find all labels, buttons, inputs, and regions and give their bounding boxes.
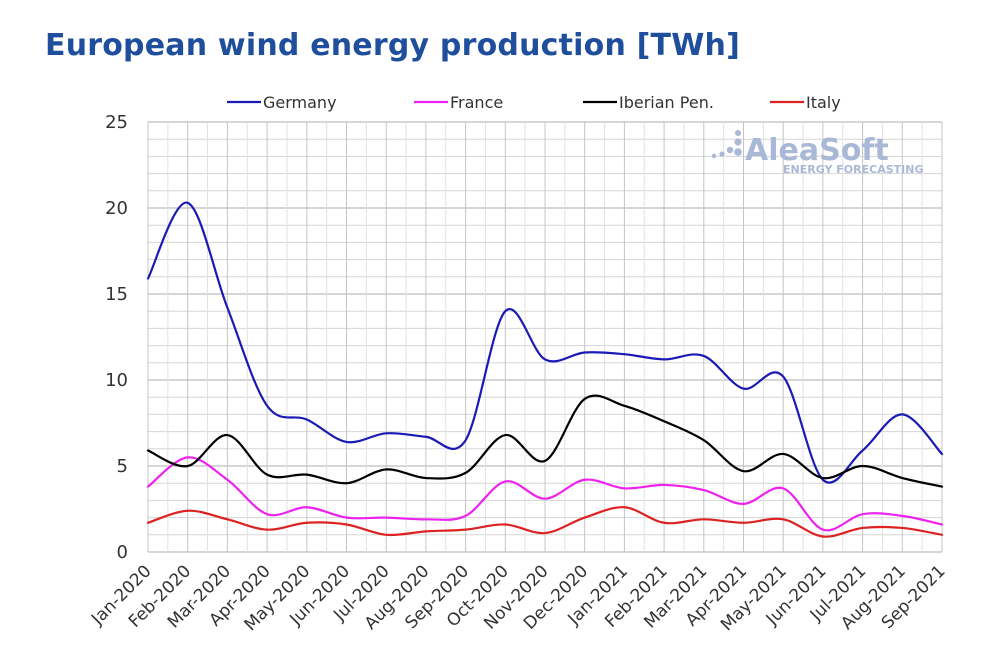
legend-label-iberian-pen: Iberian Pen. [619, 93, 714, 112]
y-tick-label: 20 [105, 198, 128, 219]
legend-label-italy: Italy [806, 93, 841, 112]
series-line-germany [146, 201, 944, 484]
y-tick-label: 5 [117, 456, 128, 477]
y-tick-label: 15 [105, 284, 128, 305]
watermark-brand: AleaSoft [745, 133, 889, 168]
watermark-tagline: ENERGY FORECASTING [783, 163, 923, 176]
series-line-iberian-pen [146, 394, 944, 488]
aleasoft-watermark: AleaSoft ENERGY FORECASTING [711, 130, 923, 176]
x-axis-ticks: Jan-2020Feb-2020Mar-2020Apr-2020May-2020… [87, 561, 949, 635]
y-tick-label: 0 [117, 542, 128, 563]
legend-label-germany: Germany [263, 93, 337, 112]
series-line-france [146, 456, 944, 532]
legend: Germany France Iberian Pen. Italy [227, 93, 841, 112]
grid [147, 121, 943, 553]
chart-title: European wind energy production [TWh] [45, 28, 740, 63]
y-tick-label: 25 [105, 112, 128, 133]
legend-label-france: France [450, 93, 503, 112]
y-axis-ticks: 0 5 10 15 20 25 [105, 112, 128, 563]
aleasoft-logo-icon [711, 130, 742, 159]
series-lines [146, 201, 944, 538]
series-line-italy [146, 506, 944, 538]
y-tick-label: 10 [105, 370, 128, 391]
